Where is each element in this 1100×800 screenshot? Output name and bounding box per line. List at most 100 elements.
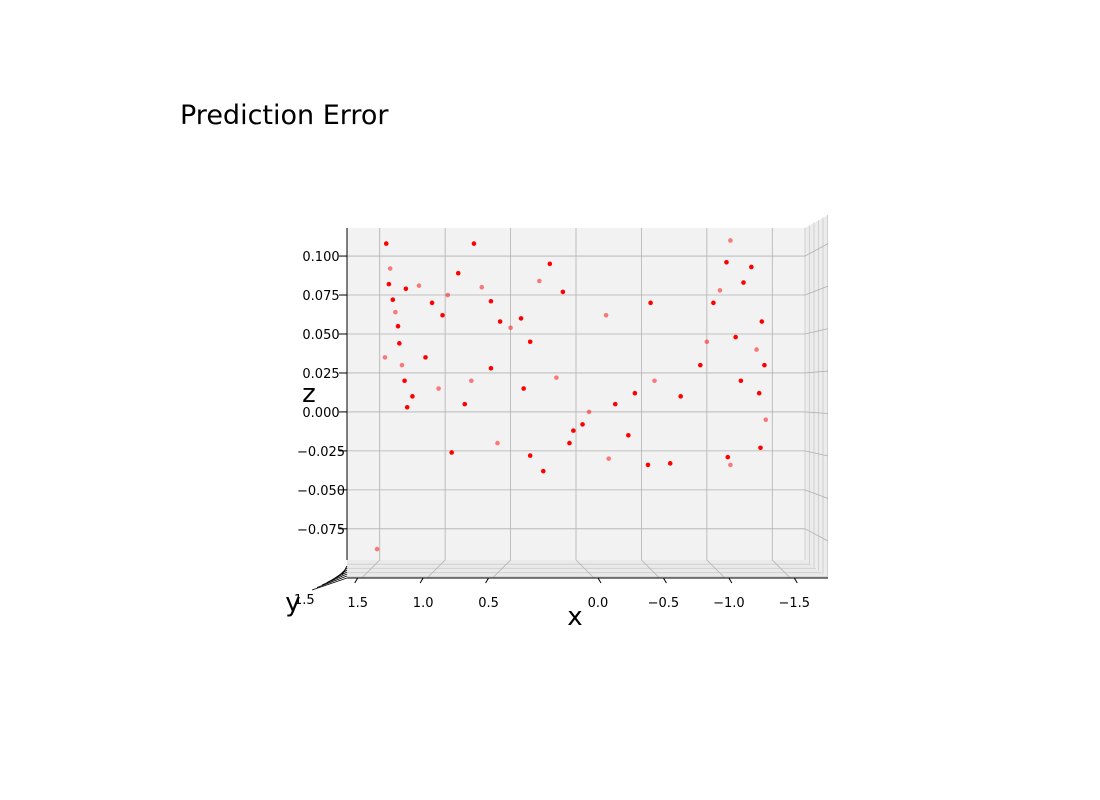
side-pane-edges bbox=[804, 215, 828, 578]
z-tick-label: −0.075 bbox=[297, 523, 345, 538]
scatter-point bbox=[390, 297, 396, 302]
scatter-points bbox=[374, 238, 769, 552]
scatter-point bbox=[436, 386, 441, 391]
y-axis-title: y bbox=[285, 588, 300, 618]
scatter-point bbox=[440, 312, 445, 318]
scatter-point bbox=[725, 454, 731, 460]
z-side-grid-line bbox=[804, 285, 829, 296]
chart-title: Prediction Error bbox=[180, 100, 389, 131]
scatter-point bbox=[626, 433, 631, 438]
scatter-point bbox=[711, 300, 716, 306]
z-side-grid-line bbox=[804, 328, 829, 335]
x-tick-mark bbox=[662, 577, 667, 584]
x-tick-mark bbox=[793, 577, 798, 584]
scatter-point bbox=[382, 355, 388, 360]
scatter-point bbox=[728, 462, 733, 468]
scatter-point bbox=[645, 462, 651, 468]
z-grid bbox=[347, 243, 829, 542]
z-tick-label: 0.025 bbox=[302, 367, 339, 382]
scatter-point bbox=[571, 428, 576, 433]
scatter-point bbox=[537, 278, 542, 284]
x-floor-grid-line bbox=[706, 559, 726, 579]
x-floor-grid-line bbox=[426, 559, 446, 579]
scatter-point bbox=[462, 401, 468, 407]
scatter-point bbox=[603, 312, 609, 318]
scatter-point bbox=[469, 378, 474, 384]
x-tick-mark bbox=[354, 577, 359, 584]
z-tick-label: 0.050 bbox=[302, 328, 339, 343]
scatter-point bbox=[540, 468, 546, 474]
scatter-point bbox=[749, 264, 754, 270]
scatter-point bbox=[527, 339, 533, 345]
scatter-point bbox=[648, 300, 653, 306]
scatter-point bbox=[763, 417, 769, 423]
floor-pane-edges bbox=[347, 563, 827, 578]
scatter-point bbox=[580, 422, 585, 427]
scatter-point bbox=[386, 281, 392, 287]
y-tick-mark bbox=[341, 565, 348, 576]
z-tick-label: 0.000 bbox=[302, 406, 339, 421]
y-tick-mark bbox=[321, 573, 348, 586]
z-ticks: 0.100 0.075 0.050 0.025 0.000 −0.025 −0.050 −0.… bbox=[297, 250, 347, 538]
scatter-point bbox=[527, 453, 533, 458]
scatter-point bbox=[402, 378, 407, 384]
z-tick-label: 0.075 bbox=[302, 289, 339, 304]
x-floor-grid-line bbox=[772, 559, 791, 579]
floor-pane bbox=[347, 560, 828, 578]
scatter-point bbox=[547, 261, 553, 267]
scatter-point bbox=[758, 445, 763, 451]
x-tick-label: −1.0 bbox=[713, 596, 745, 611]
z-axis-title: z bbox=[302, 379, 316, 409]
scatter-point bbox=[632, 390, 638, 396]
scatter-point bbox=[704, 339, 710, 345]
scatter-point bbox=[495, 440, 500, 446]
x-ticks: 1.5 1.0 0.5 0.0 −0.5 −1.0 −1.5 bbox=[347, 577, 810, 611]
x-tick-label: −1.5 bbox=[778, 596, 810, 611]
x-tick-label: 1.0 bbox=[413, 596, 434, 611]
scatter-point bbox=[741, 280, 746, 285]
scatter-point bbox=[728, 238, 733, 243]
scatter-point bbox=[395, 323, 401, 329]
y-tick-mark bbox=[311, 577, 348, 591]
scatter-point bbox=[397, 341, 402, 346]
scatter-point bbox=[479, 284, 485, 290]
x-tick-mark bbox=[419, 577, 424, 584]
scatter-point bbox=[554, 375, 559, 380]
scatter-point bbox=[455, 270, 461, 276]
scatter-point bbox=[762, 362, 767, 368]
scatter-point bbox=[738, 378, 744, 384]
scatter-point bbox=[733, 334, 738, 340]
z-tick-label: −0.025 bbox=[297, 445, 345, 460]
x-tick-label: 1.5 bbox=[347, 596, 368, 611]
scatter-point bbox=[521, 386, 526, 391]
side-pane bbox=[805, 215, 828, 578]
z-side-grid-line bbox=[804, 243, 829, 257]
scatter-point bbox=[518, 316, 524, 321]
scatter-point bbox=[449, 450, 454, 455]
scatter-point bbox=[698, 362, 703, 368]
scatter-point bbox=[393, 309, 398, 315]
scatter-point bbox=[567, 440, 572, 446]
scatter-point bbox=[399, 362, 405, 368]
x-floor-grid-line bbox=[575, 559, 595, 579]
x-tick-label: 0.0 bbox=[588, 596, 609, 611]
scatter-point bbox=[387, 266, 393, 271]
scatter-point bbox=[756, 390, 762, 396]
z-tick-label: −0.050 bbox=[297, 484, 345, 499]
x-grid bbox=[361, 228, 791, 579]
scatter-point bbox=[404, 404, 410, 410]
x-tick-mark bbox=[728, 577, 733, 584]
x-axis-title: x bbox=[567, 602, 582, 632]
y-tick-mark bbox=[316, 575, 348, 588]
scatter-point bbox=[488, 365, 494, 371]
scatter-point bbox=[612, 401, 618, 407]
x-floor-grid-line bbox=[641, 559, 660, 579]
scatter-point bbox=[488, 298, 494, 304]
scatter-point bbox=[423, 355, 428, 360]
scatter-point bbox=[754, 347, 759, 352]
z-side-grid-line bbox=[804, 370, 829, 374]
scatter-point bbox=[471, 241, 477, 246]
scatter-point bbox=[606, 456, 612, 461]
scatter-point bbox=[652, 378, 657, 384]
